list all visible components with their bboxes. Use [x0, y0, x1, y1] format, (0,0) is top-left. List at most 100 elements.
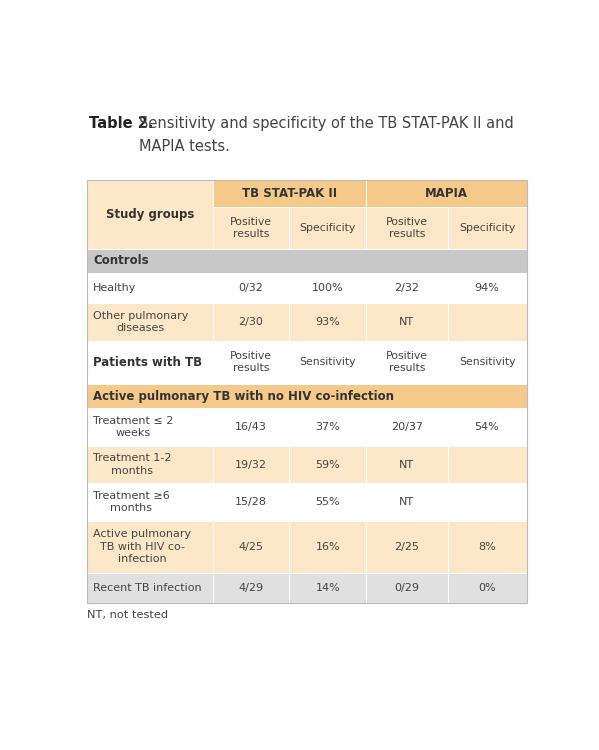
Bar — [366, 483, 447, 520]
Bar — [447, 207, 527, 249]
Text: Treatment ≤ 2
weeks: Treatment ≤ 2 weeks — [93, 416, 173, 438]
Text: 2/30: 2/30 — [238, 316, 264, 327]
Bar — [87, 520, 213, 573]
Text: 94%: 94% — [474, 283, 500, 293]
Text: Sensitivity: Sensitivity — [300, 357, 356, 368]
Text: 16/43: 16/43 — [235, 422, 267, 432]
Text: 0/32: 0/32 — [238, 283, 264, 293]
Bar — [289, 573, 366, 603]
Bar — [447, 303, 527, 340]
Bar — [366, 207, 447, 249]
Text: 100%: 100% — [312, 283, 344, 293]
Text: Sensitivity: Sensitivity — [459, 357, 515, 368]
Bar — [87, 384, 527, 408]
Text: Active pulmonary
TB with HIV co-
infection: Active pulmonary TB with HIV co- infecti… — [93, 530, 191, 564]
Bar — [213, 408, 289, 446]
Bar — [87, 446, 213, 483]
Text: Controls: Controls — [93, 254, 149, 268]
Text: Table 2.: Table 2. — [89, 116, 153, 131]
Text: 14%: 14% — [316, 583, 340, 592]
Text: Patients with TB: Patients with TB — [93, 356, 202, 369]
Text: Positive
results: Positive results — [386, 217, 428, 239]
Text: Positive
results: Positive results — [230, 217, 272, 239]
Bar — [87, 249, 527, 273]
Text: 4/25: 4/25 — [238, 542, 264, 552]
Bar — [213, 340, 289, 384]
Text: Other pulmonary
diseases: Other pulmonary diseases — [93, 310, 188, 333]
Bar — [447, 273, 527, 303]
Bar — [87, 408, 213, 446]
Text: 0%: 0% — [478, 583, 496, 592]
Bar — [87, 179, 213, 249]
Bar — [87, 483, 213, 520]
Bar — [366, 273, 447, 303]
Bar — [87, 303, 213, 340]
Text: 0/29: 0/29 — [394, 583, 419, 592]
Bar — [447, 446, 527, 483]
Text: 16%: 16% — [316, 542, 340, 552]
Bar — [289, 207, 366, 249]
Text: 59%: 59% — [316, 460, 340, 470]
Bar — [366, 340, 447, 384]
Text: 2/25: 2/25 — [394, 542, 419, 552]
Bar — [289, 483, 366, 520]
Bar — [289, 408, 366, 446]
Bar — [87, 573, 213, 603]
Text: 4/29: 4/29 — [238, 583, 264, 592]
Bar — [289, 273, 366, 303]
Text: Positive
results: Positive results — [230, 351, 272, 374]
Text: Specificity: Specificity — [300, 223, 356, 233]
Bar — [447, 483, 527, 520]
Bar — [213, 207, 289, 249]
Bar — [87, 340, 213, 384]
Bar — [289, 303, 366, 340]
Bar — [447, 340, 527, 384]
Bar — [213, 303, 289, 340]
Bar — [366, 408, 447, 446]
Bar — [289, 520, 366, 573]
Text: MAPIA: MAPIA — [425, 187, 468, 200]
Text: 37%: 37% — [316, 422, 340, 432]
Text: Treatment ≥6
months: Treatment ≥6 months — [93, 490, 170, 513]
Bar — [366, 303, 447, 340]
Bar — [447, 520, 527, 573]
Text: 54%: 54% — [474, 422, 500, 432]
Bar — [213, 573, 289, 603]
Text: 8%: 8% — [478, 542, 496, 552]
Bar — [87, 273, 213, 303]
Bar — [213, 179, 366, 207]
Text: 15/28: 15/28 — [235, 497, 267, 507]
Text: Positive
results: Positive results — [386, 351, 428, 374]
Bar — [213, 520, 289, 573]
Bar — [213, 446, 289, 483]
Bar — [366, 446, 447, 483]
Bar — [213, 483, 289, 520]
Bar — [447, 408, 527, 446]
Bar — [447, 573, 527, 603]
Bar — [87, 179, 527, 603]
Text: Healthy: Healthy — [93, 283, 137, 293]
Text: Study groups: Study groups — [106, 208, 194, 220]
Text: 20/37: 20/37 — [391, 422, 423, 432]
Text: Treatment 1-2
months: Treatment 1-2 months — [93, 453, 171, 476]
Text: NT, not tested: NT, not tested — [87, 610, 168, 620]
Bar — [289, 446, 366, 483]
Text: TB STAT-PAK II: TB STAT-PAK II — [242, 187, 337, 200]
Text: NT: NT — [400, 316, 415, 327]
Text: 2/32: 2/32 — [394, 283, 419, 293]
Bar — [366, 520, 447, 573]
Text: NT: NT — [400, 460, 415, 470]
Bar — [289, 340, 366, 384]
Bar — [366, 573, 447, 603]
Text: Specificity: Specificity — [459, 223, 515, 233]
Text: Active pulmonary TB with no HIV co-infection: Active pulmonary TB with no HIV co-infec… — [93, 389, 394, 403]
Text: Recent TB infection: Recent TB infection — [93, 583, 202, 592]
Text: 55%: 55% — [316, 497, 340, 507]
Text: 93%: 93% — [316, 316, 340, 327]
Bar — [213, 273, 289, 303]
Text: MAPIA tests.: MAPIA tests. — [139, 139, 230, 154]
Text: 19/32: 19/32 — [235, 460, 267, 470]
Text: NT: NT — [400, 497, 415, 507]
Bar — [366, 179, 527, 207]
Text: Sensitivity and specificity of the TB STAT-PAK II and: Sensitivity and specificity of the TB ST… — [139, 116, 514, 131]
